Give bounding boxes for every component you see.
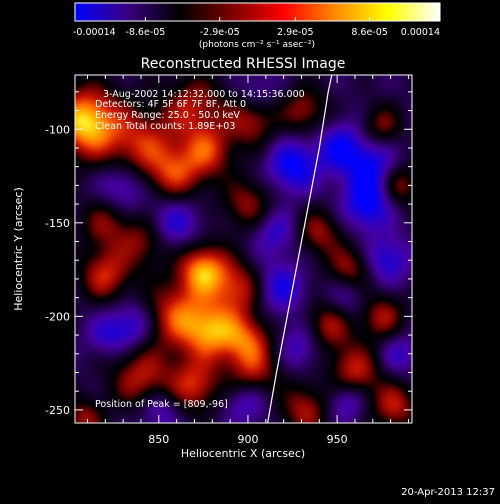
colorbar-tick-label: 0.00014	[401, 27, 440, 38]
annotations: 3-Aug-2002 14:12:32.000 to 14:15:36.000 …	[95, 89, 305, 410]
y-tick-label: -150	[45, 217, 70, 230]
annotation-time: 3-Aug-2002 14:12:32.000 to 14:15:36.000	[103, 89, 305, 100]
y-tick-label: -250	[45, 404, 70, 417]
y-axis-title: Heliocentric Y (arcsec)	[12, 187, 25, 311]
plot-frame	[74, 74, 413, 424]
x-tick-label: 900	[237, 433, 258, 446]
image-area	[75, 75, 412, 423]
x-tick-label: 850	[148, 433, 169, 446]
colorbar-ticks: -0.00014 -8.6e-05 -2.9e-05 2.9e-05 8.6e-05 0.…	[73, 17, 441, 38]
y-tick-label: -100	[45, 123, 70, 136]
colorbar-tick-label: -0.00014	[73, 27, 116, 38]
annotation-counts: Clean Total counts: 1.89E+03	[95, 121, 235, 132]
peak-position-label: Position of Peak = [809,-96]	[95, 399, 228, 410]
colorbar-units: (photons cm⁻² s⁻¹ asec⁻²)	[199, 40, 315, 50]
x-axis-title: Heliocentric X (arcsec)	[181, 447, 305, 460]
annotation-energy: Energy Range: 25.0 - 50.0 keV	[95, 110, 240, 121]
footer-date: 20-Apr-2013 12:37	[401, 487, 495, 498]
solar-limb-curve	[267, 75, 333, 423]
colorbar-tick-label: 8.6e-05	[351, 27, 387, 38]
y-tick-label: -200	[45, 310, 70, 323]
heatmap-image	[75, 75, 412, 423]
chart-title: Reconstructed RHESSI Image	[141, 56, 346, 72]
axis-ticks: 850 900 950 -250 -200 -150 -100	[45, 75, 412, 446]
colorbar	[74, 2, 441, 22]
annotation-detectors: Detectors: 4F 5F 6F 7F 8F, Att 0	[95, 99, 246, 110]
colorbar-tick-label: -2.9e-05	[200, 27, 240, 38]
colorbar-tick-label: -8.6e-05	[125, 27, 165, 38]
colorbar-tick-label: 2.9e-05	[277, 27, 313, 38]
x-tick-label: 950	[327, 433, 348, 446]
